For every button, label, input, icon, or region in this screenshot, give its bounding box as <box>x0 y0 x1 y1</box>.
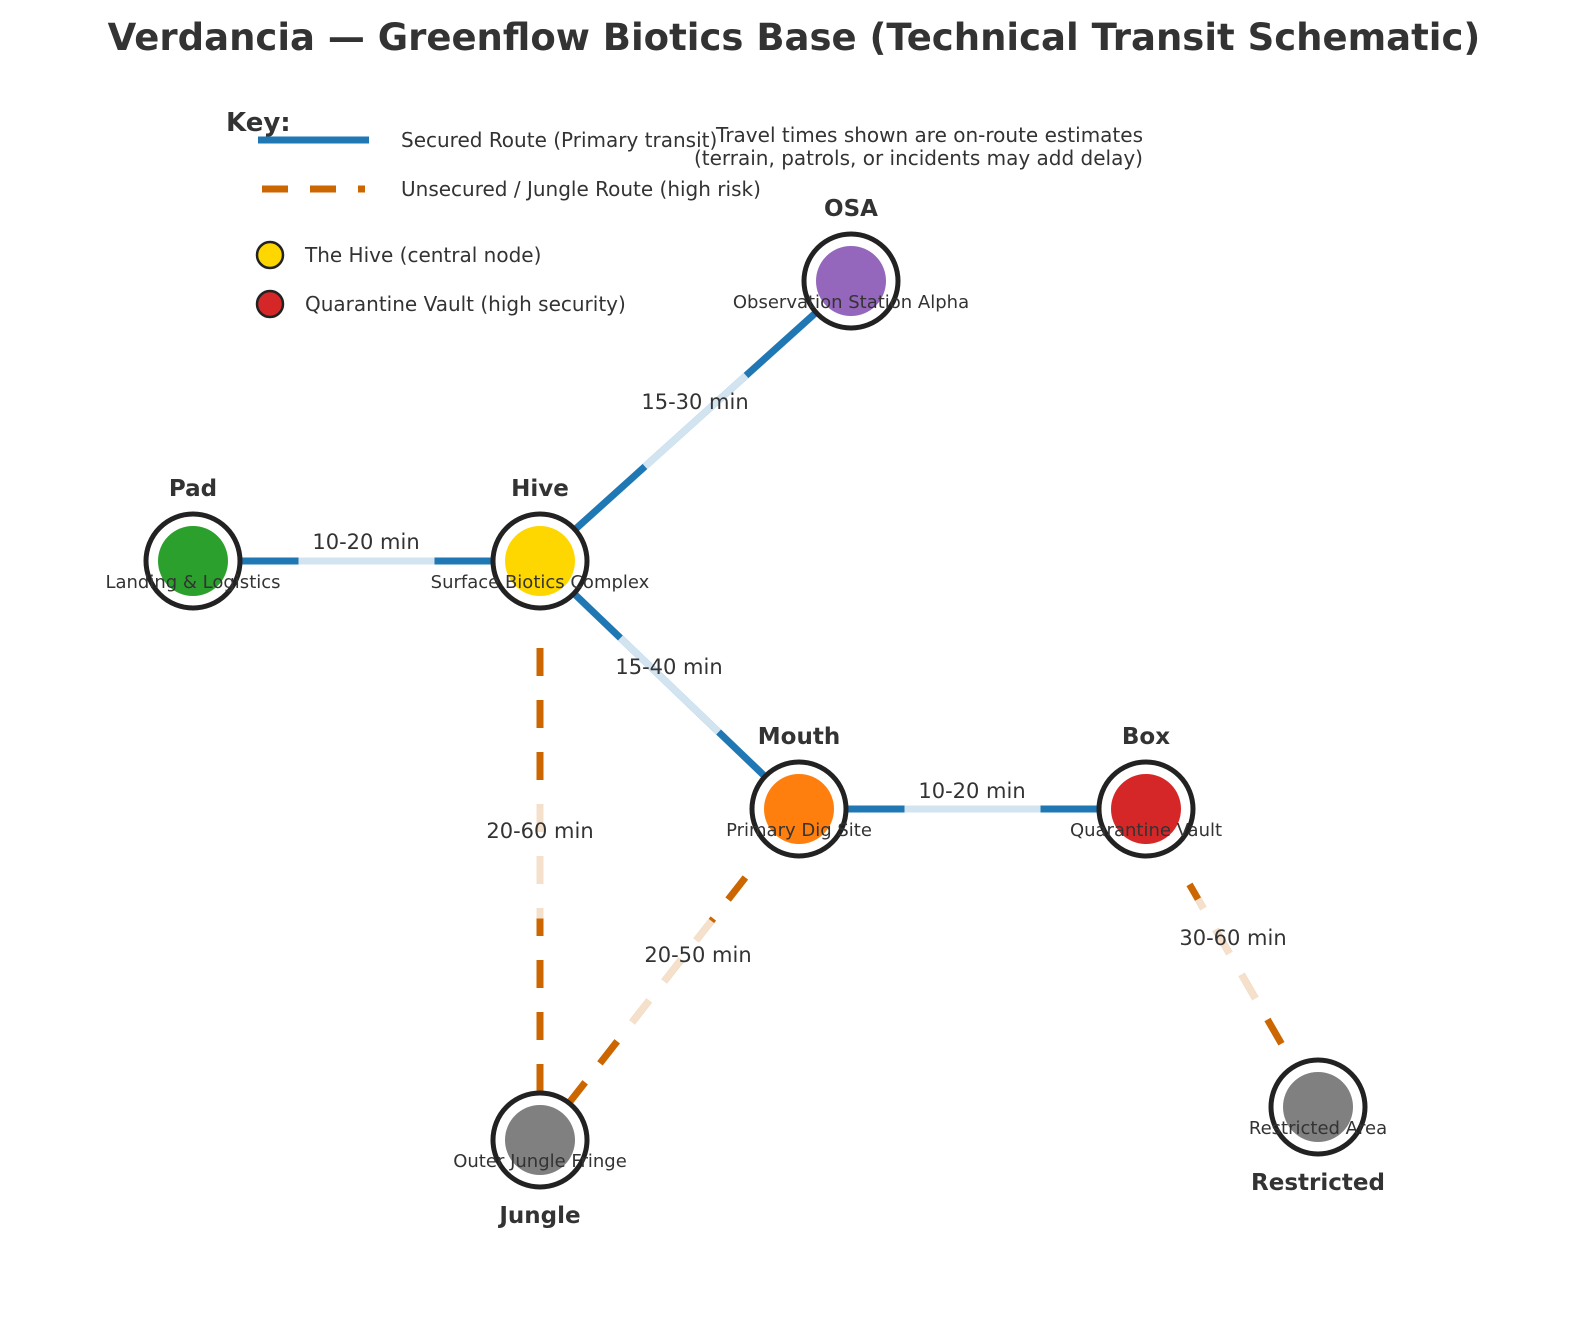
node-short-name-osa: OSA <box>824 196 878 222</box>
node-hive: Surface Biotics Complex Hive <box>431 476 650 611</box>
legend-unsecured-label: Unsecured / Jungle Route (high risk) <box>401 177 761 201</box>
note-line-2: (terrain, patrols, or incidents may add … <box>694 146 1143 170</box>
node-full-name-osa: Observation Station Alpha <box>733 292 969 313</box>
route-time-mouth-jungle: 20-50 min <box>644 943 751 967</box>
node-core-pad <box>158 526 228 596</box>
legend: Key: Secured Route (Primary transit) Uns… <box>226 108 761 319</box>
node-full-name-hive: Surface Biotics Complex <box>431 572 650 593</box>
legend-secured-label: Secured Route (Primary transit) <box>401 128 717 152</box>
route-highlight-box-restricted <box>1194 897 1270 1019</box>
node-short-name-pad: Pad <box>169 476 217 502</box>
node-short-name-mouth: Mouth <box>758 724 840 750</box>
node-restricted: Restricted Area Restricted <box>1249 1057 1387 1196</box>
node-full-name-pad: Landing & Logistics <box>105 572 280 593</box>
node-core-box <box>1111 774 1181 844</box>
route-highlight-hive-mouth <box>617 635 722 735</box>
node-pad: Landing & Logistics Pad <box>105 476 281 611</box>
route-lines: 10-20 min 15-30 min 15-40 min 10-20 min 20-6… <box>193 278 1301 1110</box>
route-time-hive-osa: 15-30 min <box>641 390 748 414</box>
node-core-osa <box>816 246 886 316</box>
node-full-name-jungle: Outer Jungle Fringe <box>453 1151 627 1172</box>
travel-time-note: Travel times shown are on-route estimate… <box>694 123 1143 170</box>
node-full-name-mouth: Primary Dig Site <box>726 820 872 841</box>
node-core-jungle <box>505 1105 575 1175</box>
note-line-1: Travel times shown are on-route estimate… <box>715 123 1143 147</box>
route-time-box-restricted: 30-60 min <box>1179 926 1286 950</box>
node-full-name-restricted: Restricted Area <box>1249 1118 1387 1139</box>
node-core-mouth <box>764 774 834 844</box>
legend-title: Key: <box>226 108 291 138</box>
legend-hive-label: The Hive (central node) <box>304 243 541 267</box>
node-mouth: Primary Dig Site Mouth <box>726 724 872 859</box>
station-nodes: Landing & Logistics Pad Surface Biotics Co… <box>105 196 1387 1229</box>
route-highlight-mouth-jungle <box>624 918 715 1031</box>
route-time-pad-hive: 10-20 min <box>312 530 419 554</box>
node-full-name-box: Quarantine Vault <box>1070 820 1222 841</box>
node-box: Quarantine Vault Box <box>1070 724 1222 859</box>
route-time-hive-mouth: 15-40 min <box>615 655 722 679</box>
legend-hive-marker <box>255 240 285 270</box>
node-core-restricted <box>1283 1072 1353 1142</box>
page-title: Verdancia — Greenflow Biotics Base (Tech… <box>108 16 1481 59</box>
route-highlight-hive-osa <box>642 372 749 470</box>
node-short-name-restricted: Restricted <box>1251 1170 1385 1196</box>
node-jungle: Outer Jungle Fringe Jungle <box>453 1090 627 1229</box>
route-time-mouth-box: 10-20 min <box>918 779 1025 803</box>
node-osa: Observation Station Alpha OSA <box>733 196 969 331</box>
node-short-name-hive: Hive <box>511 476 569 502</box>
route-time-hive-jungle: 20-60 min <box>486 819 593 843</box>
node-short-name-jungle: Jungle <box>497 1203 580 1229</box>
legend-vault-marker <box>255 289 285 319</box>
legend-vault-label: Quarantine Vault (high security) <box>305 292 626 316</box>
node-core-hive <box>505 526 575 596</box>
node-short-name-box: Box <box>1122 724 1170 750</box>
